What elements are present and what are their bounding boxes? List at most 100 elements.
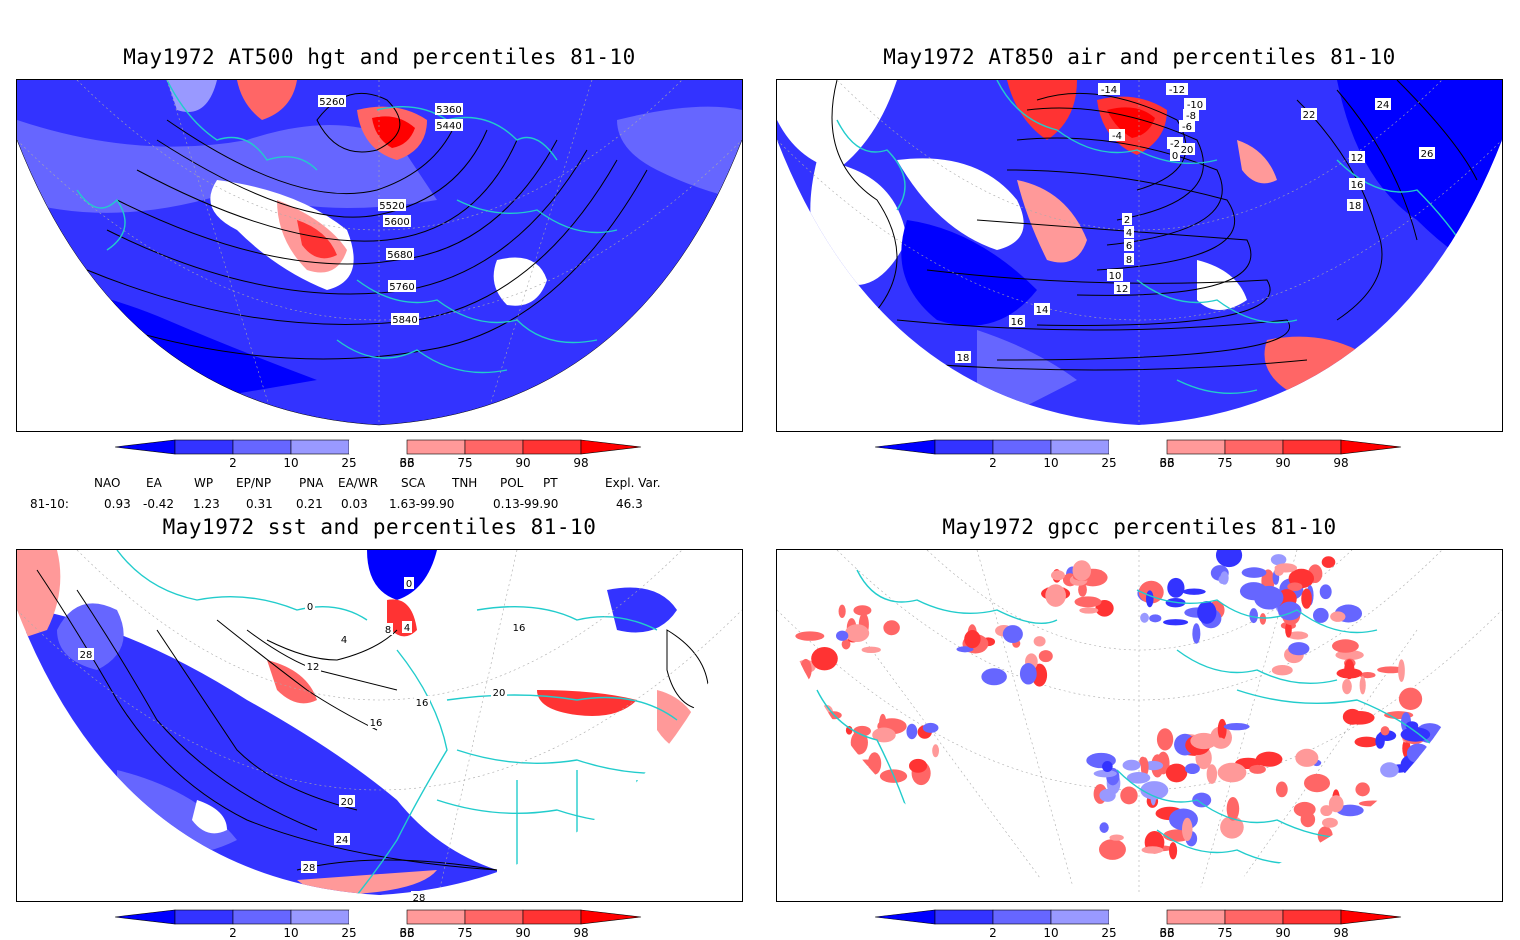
contour-label: 28	[413, 893, 426, 901]
precip-anomaly-patch	[789, 731, 810, 746]
colorbar-segment	[1224, 909, 1284, 925]
precip-anomaly-patch	[1145, 590, 1154, 608]
precip-anomaly-patch	[1093, 769, 1117, 778]
precip-anomaly-patch	[1398, 687, 1423, 711]
contour-label: 14	[1036, 305, 1049, 316]
idx-header-ea: EA	[146, 476, 162, 490]
precip-anomaly-patch	[798, 708, 809, 720]
precip-anomaly-patch	[1253, 585, 1284, 610]
idx-header-explvar: Expl. Var.	[605, 476, 661, 490]
colorbar-tick-label: 10	[1043, 456, 1059, 470]
panel-title-at500: May1972 AT500 hgt and percentiles 81-10	[123, 45, 636, 69]
colorbar-segment	[232, 439, 292, 455]
precip-anomaly-patch	[932, 744, 940, 758]
contour-label: 6	[1126, 241, 1132, 252]
contour-label: 4	[404, 623, 410, 634]
colorbar-segment	[1109, 910, 1167, 924]
contour-label-box	[318, 95, 346, 107]
colorbar-segment	[349, 440, 407, 454]
colorbar-tick-label: 10	[283, 456, 299, 470]
contour-label-box	[1034, 303, 1050, 315]
colorbar-tick-label: 90	[515, 456, 531, 470]
contour-label-box	[386, 248, 414, 260]
precip-anomaly-patch	[1321, 556, 1336, 568]
colorbar-tick-label: 33	[399, 456, 415, 470]
contour-label: 5440	[436, 121, 461, 132]
contour-label-box	[305, 600, 315, 612]
colorbar-tick-label: 75	[457, 926, 473, 940]
precip-anomaly-patch	[1271, 664, 1293, 676]
precip-anomaly-patch	[1287, 631, 1309, 640]
idx-value-ea: -0.42	[143, 497, 175, 511]
contour-label-box	[435, 119, 463, 131]
colorbar-segment	[992, 909, 1052, 925]
contour-label-box	[378, 199, 406, 211]
idx-value-pna: 0.21	[296, 497, 323, 511]
colorbar-sst	[115, 909, 642, 925]
precip-anomaly-patch	[1336, 804, 1364, 817]
idx-row-label: 81-10:	[30, 497, 69, 511]
contour-label-box	[301, 861, 317, 873]
colorbar-gpcc	[875, 909, 1402, 925]
idx-header-wp: WP	[194, 476, 214, 490]
contour-label-box	[1184, 98, 1206, 110]
contour-label: -8	[1186, 111, 1196, 122]
contour-label: 5680	[387, 250, 412, 261]
precip-anomaly-patch	[1312, 607, 1329, 623]
precip-anomaly-patch	[1275, 781, 1288, 798]
precip-anomaly-patch	[1351, 830, 1377, 844]
contour-label-box	[435, 103, 463, 115]
precip-anomaly-patch	[850, 730, 868, 755]
precip-anomaly-patch	[1192, 792, 1212, 808]
contour-label-box	[1419, 147, 1435, 159]
colorbar-tick-label: 98	[1333, 456, 1349, 470]
precip-anomaly-patch	[1223, 723, 1250, 731]
precip-anomaly-patch	[814, 728, 834, 751]
contour-label: 22	[1303, 110, 1316, 121]
precip-anomaly-patch	[1184, 763, 1200, 775]
contour-label: 16	[1351, 180, 1364, 191]
contour-label-box	[1170, 149, 1180, 161]
precip-anomaly-patch	[1038, 650, 1053, 663]
colorbar-tick-label: 10	[283, 926, 299, 940]
contour-label: 5260	[319, 97, 344, 108]
idx-value-eawr: 0.03	[341, 497, 368, 511]
contour-label: 0	[307, 602, 313, 613]
panel-title-sst: May1972 sst and percentiles 81-10	[162, 515, 597, 539]
contour-label-box	[1183, 109, 1199, 121]
precip-anomaly-patch	[1330, 611, 1346, 622]
precip-anomaly-patch	[1342, 679, 1352, 695]
colorbar-tick-label: 75	[1217, 456, 1233, 470]
idx-value-wp: 1.23	[193, 497, 220, 511]
precip-anomaly-patch	[1078, 582, 1087, 597]
precip-anomaly-patch	[1319, 584, 1332, 600]
precip-anomaly-patch	[1342, 708, 1362, 725]
panel-title-at850: May1972 AT850 air and percentiles 81-10	[883, 45, 1396, 69]
colorbar-low-arrow	[115, 439, 176, 455]
colorbar-segment	[406, 909, 466, 925]
idx-header-eawr: EA/WR	[338, 476, 379, 490]
contour-label: 26	[1421, 149, 1434, 160]
precip-anomaly-patch	[1375, 733, 1385, 749]
precip-anomaly-patch	[1217, 718, 1227, 741]
precip-anomaly-patch	[872, 727, 896, 743]
contour-label: 5600	[384, 217, 409, 228]
colorbar-tick-label: 75	[1217, 926, 1233, 940]
colorbar-tick-label: 90	[1275, 456, 1291, 470]
contour-label: 16	[370, 718, 383, 729]
precip-anomaly-patch	[1002, 625, 1023, 644]
contour-label: 12	[1116, 284, 1129, 295]
precip-anomaly-patch	[981, 668, 1007, 686]
contour-label-box	[391, 313, 419, 325]
colorbar-segment	[1109, 440, 1167, 454]
contour-label: -12	[1169, 85, 1185, 96]
colorbar-segment	[1282, 439, 1342, 455]
idx-value-nao: 0.93	[104, 497, 131, 511]
contour-label-box	[368, 716, 384, 728]
contour-label-box	[1349, 178, 1365, 190]
idx-header-tnh: TNH	[452, 476, 478, 490]
contour-label-box	[1124, 239, 1134, 251]
contour-label-box	[1109, 129, 1125, 141]
contour-label-box	[1375, 98, 1391, 110]
colorbar-low-arrow	[875, 439, 936, 455]
